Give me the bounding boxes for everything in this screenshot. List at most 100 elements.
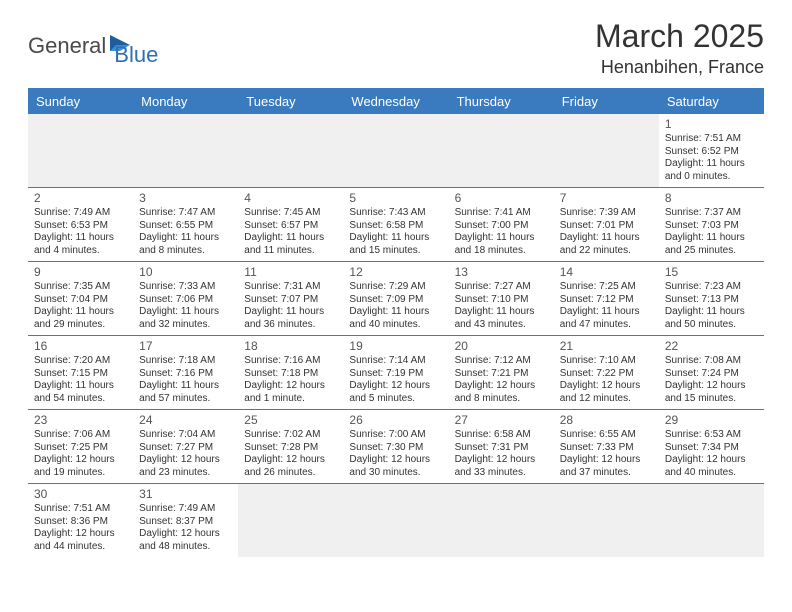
week-row: 2Sunrise: 7:49 AMSunset: 6:53 PMDaylight…	[28, 188, 764, 262]
day-cell: 19Sunrise: 7:14 AMSunset: 7:19 PMDayligh…	[343, 336, 448, 409]
sunset-line: Sunset: 7:09 PM	[349, 294, 442, 307]
day-cell: 23Sunrise: 7:06 AMSunset: 7:25 PMDayligh…	[28, 410, 133, 483]
day-cell: 8Sunrise: 7:37 AMSunset: 7:03 PMDaylight…	[659, 188, 764, 261]
day-number: 10	[139, 265, 232, 280]
sunset-line: Sunset: 7:16 PM	[139, 368, 232, 381]
sunrise-line: Sunrise: 7:49 AM	[34, 207, 127, 220]
sunset-line: Sunset: 7:00 PM	[455, 220, 548, 233]
day-cell: 5Sunrise: 7:43 AMSunset: 6:58 PMDaylight…	[343, 188, 448, 261]
day-cell-blank	[133, 114, 238, 187]
day-number: 6	[455, 191, 548, 206]
day-cell: 1Sunrise: 7:51 AMSunset: 6:52 PMDaylight…	[659, 114, 764, 187]
daylight-line: Daylight: 12 hours	[349, 454, 442, 467]
sunrise-line: Sunrise: 7:23 AM	[665, 281, 758, 294]
day-cell: 15Sunrise: 7:23 AMSunset: 7:13 PMDayligh…	[659, 262, 764, 335]
sunrise-line: Sunrise: 7:25 AM	[560, 281, 653, 294]
day-cell: 27Sunrise: 6:58 AMSunset: 7:31 PMDayligh…	[449, 410, 554, 483]
sunrise-line: Sunrise: 7:02 AM	[244, 429, 337, 442]
daylight-line: Daylight: 11 hours	[34, 380, 127, 393]
week-row: 9Sunrise: 7:35 AMSunset: 7:04 PMDaylight…	[28, 262, 764, 336]
daylight-line: Daylight: 12 hours	[560, 380, 653, 393]
day-cell: 21Sunrise: 7:10 AMSunset: 7:22 PMDayligh…	[554, 336, 659, 409]
daylight-line: and 26 minutes.	[244, 467, 337, 480]
day-number: 30	[34, 487, 127, 502]
day-cell: 4Sunrise: 7:45 AMSunset: 6:57 PMDaylight…	[238, 188, 343, 261]
daylight-line: Daylight: 11 hours	[665, 158, 758, 171]
day-cell: 26Sunrise: 7:00 AMSunset: 7:30 PMDayligh…	[343, 410, 448, 483]
sunset-line: Sunset: 7:25 PM	[34, 442, 127, 455]
daylight-line: Daylight: 12 hours	[139, 528, 232, 541]
daylight-line: and 4 minutes.	[34, 245, 127, 258]
daylight-line: Daylight: 12 hours	[455, 454, 548, 467]
day-number: 3	[139, 191, 232, 206]
day-number: 1	[665, 117, 758, 132]
dow-cell: Tuesday	[238, 90, 343, 114]
sunrise-line: Sunrise: 7:29 AM	[349, 281, 442, 294]
header-row: General Blue March 2025 Henanbihen, Fran…	[28, 18, 764, 78]
daylight-line: Daylight: 12 hours	[560, 454, 653, 467]
day-cell-blank	[659, 484, 764, 557]
day-cell: 6Sunrise: 7:41 AMSunset: 7:00 PMDaylight…	[449, 188, 554, 261]
daylight-line: Daylight: 11 hours	[560, 306, 653, 319]
daylight-line: and 12 minutes.	[560, 393, 653, 406]
day-number: 28	[560, 413, 653, 428]
sunrise-line: Sunrise: 7:41 AM	[455, 207, 548, 220]
day-cell: 25Sunrise: 7:02 AMSunset: 7:28 PMDayligh…	[238, 410, 343, 483]
day-cell-blank	[238, 484, 343, 557]
sunrise-line: Sunrise: 7:06 AM	[34, 429, 127, 442]
sunrise-line: Sunrise: 7:39 AM	[560, 207, 653, 220]
sunset-line: Sunset: 7:27 PM	[139, 442, 232, 455]
logo: General Blue	[28, 24, 158, 68]
day-number: 29	[665, 413, 758, 428]
sunset-line: Sunset: 6:57 PM	[244, 220, 337, 233]
daylight-line: and 23 minutes.	[139, 467, 232, 480]
daylight-line: and 15 minutes.	[349, 245, 442, 258]
dow-cell: Sunday	[28, 90, 133, 114]
sunrise-line: Sunrise: 7:18 AM	[139, 355, 232, 368]
daylight-line: Daylight: 11 hours	[244, 232, 337, 245]
sunset-line: Sunset: 7:19 PM	[349, 368, 442, 381]
daylight-line: and 5 minutes.	[349, 393, 442, 406]
logo-text-general: General	[28, 33, 106, 59]
sunset-line: Sunset: 7:21 PM	[455, 368, 548, 381]
day-cell: 3Sunrise: 7:47 AMSunset: 6:55 PMDaylight…	[133, 188, 238, 261]
daylight-line: and 50 minutes.	[665, 319, 758, 332]
daylight-line: Daylight: 12 hours	[665, 380, 758, 393]
daylight-line: Daylight: 12 hours	[34, 454, 127, 467]
sunset-line: Sunset: 6:55 PM	[139, 220, 232, 233]
daylight-line: Daylight: 12 hours	[244, 454, 337, 467]
sunrise-line: Sunrise: 7:27 AM	[455, 281, 548, 294]
sunrise-line: Sunrise: 7:20 AM	[34, 355, 127, 368]
daylight-line: and 1 minute.	[244, 393, 337, 406]
sunset-line: Sunset: 8:37 PM	[139, 516, 232, 529]
daylight-line: and 43 minutes.	[455, 319, 548, 332]
daylight-line: Daylight: 12 hours	[244, 380, 337, 393]
day-cell: 20Sunrise: 7:12 AMSunset: 7:21 PMDayligh…	[449, 336, 554, 409]
day-number: 19	[349, 339, 442, 354]
day-number: 2	[34, 191, 127, 206]
sunset-line: Sunset: 7:03 PM	[665, 220, 758, 233]
sunrise-line: Sunrise: 7:43 AM	[349, 207, 442, 220]
day-number: 16	[34, 339, 127, 354]
title-block: March 2025 Henanbihen, France	[595, 18, 764, 78]
day-number: 24	[139, 413, 232, 428]
daylight-line: and 22 minutes.	[560, 245, 653, 258]
daylight-line: and 44 minutes.	[34, 541, 127, 554]
day-number: 22	[665, 339, 758, 354]
daylight-line: Daylight: 11 hours	[560, 232, 653, 245]
sunset-line: Sunset: 7:06 PM	[139, 294, 232, 307]
day-cell: 29Sunrise: 6:53 AMSunset: 7:34 PMDayligh…	[659, 410, 764, 483]
sunrise-line: Sunrise: 7:51 AM	[34, 503, 127, 516]
week-row: 16Sunrise: 7:20 AMSunset: 7:15 PMDayligh…	[28, 336, 764, 410]
daylight-line: Daylight: 12 hours	[139, 454, 232, 467]
week-row: 23Sunrise: 7:06 AMSunset: 7:25 PMDayligh…	[28, 410, 764, 484]
sunset-line: Sunset: 6:52 PM	[665, 146, 758, 159]
day-number: 27	[455, 413, 548, 428]
day-number: 25	[244, 413, 337, 428]
sunset-line: Sunset: 7:01 PM	[560, 220, 653, 233]
dow-cell: Thursday	[449, 90, 554, 114]
day-cell: 28Sunrise: 6:55 AMSunset: 7:33 PMDayligh…	[554, 410, 659, 483]
daylight-line: and 47 minutes.	[560, 319, 653, 332]
sunrise-line: Sunrise: 7:10 AM	[560, 355, 653, 368]
daylight-line: and 32 minutes.	[139, 319, 232, 332]
